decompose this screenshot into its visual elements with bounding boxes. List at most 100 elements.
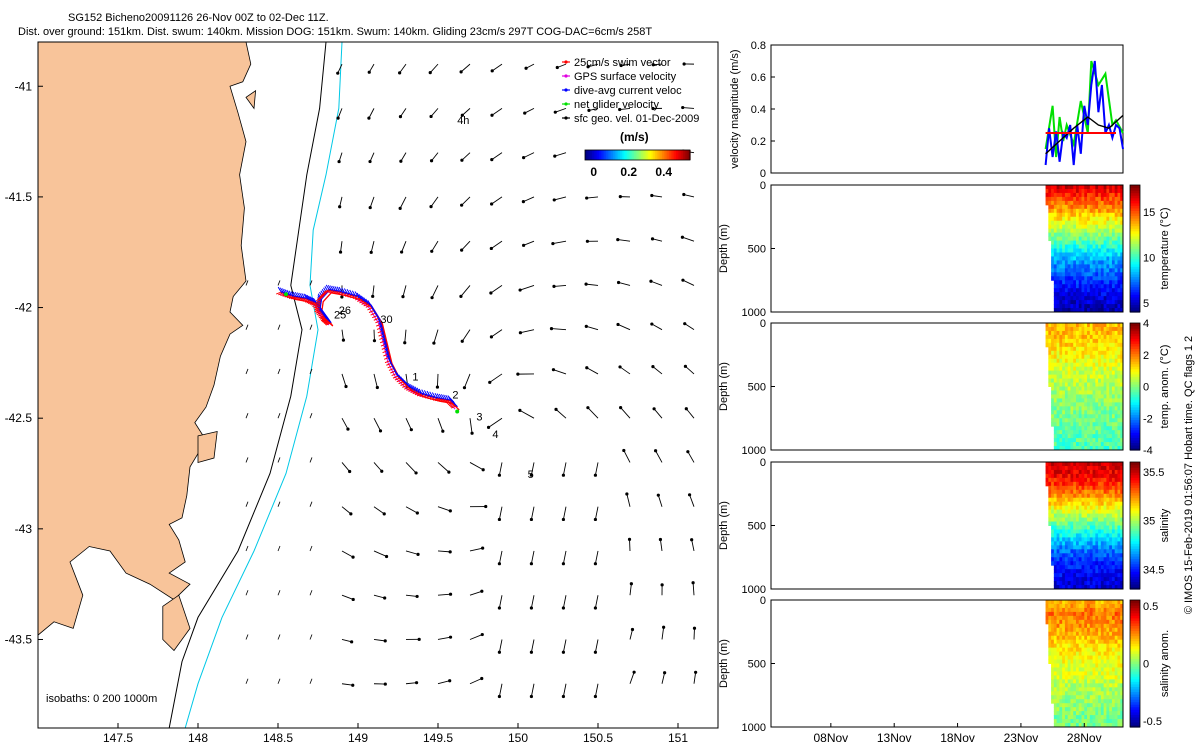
geo-arrow-head bbox=[460, 203, 464, 207]
colorbar-cell bbox=[585, 150, 588, 160]
salinity-cell bbox=[1075, 517, 1080, 523]
salinity-cell bbox=[1075, 553, 1080, 558]
temperature-cell bbox=[1103, 185, 1107, 190]
salinity-cell bbox=[1106, 481, 1110, 487]
temperature-cell bbox=[1089, 220, 1094, 226]
geo-arrow bbox=[555, 107, 567, 113]
geo-arrow bbox=[341, 373, 347, 387]
salinity-cell bbox=[1109, 462, 1113, 467]
sal_anom-cell bbox=[1056, 659, 1060, 664]
geo-arrow bbox=[405, 462, 417, 474]
sal_anom-cell bbox=[1117, 655, 1121, 661]
temperature-cell bbox=[1089, 284, 1094, 289]
salinity-colorbar-tick: 35.5 bbox=[1143, 467, 1164, 479]
colorbar-cell bbox=[1130, 276, 1140, 280]
colorbar-cell bbox=[1130, 528, 1140, 532]
sal_anom-cell bbox=[1098, 683, 1102, 688]
salinity-cell bbox=[1092, 469, 1096, 475]
temp_anom-cell bbox=[1106, 362, 1110, 368]
temp_anom-cell bbox=[1062, 326, 1066, 332]
geo-arrow bbox=[652, 366, 663, 375]
temp_anom-cell bbox=[1111, 410, 1116, 415]
salinity-cell bbox=[1109, 465, 1113, 471]
salinity-cell bbox=[1056, 505, 1060, 511]
salinity-cell bbox=[1081, 525, 1085, 530]
temperature-cell bbox=[1081, 232, 1085, 238]
sal_anom-cell bbox=[1078, 639, 1083, 645]
sal_anom-cell bbox=[1056, 691, 1060, 696]
temp_anom-cell bbox=[1070, 390, 1074, 395]
geo-arrow-head bbox=[337, 159, 341, 164]
dac-vector bbox=[292, 291, 297, 298]
salinity-cell bbox=[1070, 485, 1074, 491]
temperature-cell bbox=[1098, 244, 1102, 249]
salinity-cell bbox=[1114, 513, 1118, 519]
sal_anom-cell bbox=[1070, 643, 1074, 649]
colorbar-cell bbox=[667, 150, 670, 160]
geo-arrow-head bbox=[460, 248, 464, 252]
salinity-cell bbox=[1048, 489, 1052, 495]
temperature-cell bbox=[1109, 284, 1113, 289]
colorbar-cell bbox=[1130, 548, 1140, 552]
salinity-cell bbox=[1092, 553, 1096, 558]
sal_anom-cell bbox=[1089, 711, 1094, 716]
temperature-cell bbox=[1106, 264, 1110, 269]
sal_anom-cell bbox=[1084, 695, 1088, 700]
salinity-cell bbox=[1048, 462, 1052, 467]
temp_anom-cell bbox=[1092, 338, 1096, 344]
salinity-cell bbox=[1064, 477, 1069, 483]
salinity-cell bbox=[1100, 501, 1105, 507]
temperature-cell bbox=[1089, 212, 1094, 218]
temp_anom-cell bbox=[1106, 442, 1110, 447]
temperature-cell bbox=[1106, 208, 1110, 214]
temp_anom-cell bbox=[1089, 346, 1094, 352]
temp_anom-cell bbox=[1084, 382, 1088, 387]
salinity-cell bbox=[1100, 553, 1105, 558]
temperature-cell bbox=[1059, 228, 1063, 234]
sal_anom-cell bbox=[1117, 619, 1121, 625]
temp_anom-cell bbox=[1062, 386, 1066, 391]
temperature-cell bbox=[1117, 264, 1121, 269]
temp_anom-cell bbox=[1114, 370, 1118, 376]
temp_anom-cell bbox=[1075, 430, 1080, 435]
sal_anom-cell bbox=[1109, 667, 1113, 672]
sal_anom-cell bbox=[1073, 691, 1077, 696]
salinity-cell bbox=[1087, 473, 1091, 479]
colorbar-cell bbox=[1130, 220, 1140, 224]
temperature-cell bbox=[1114, 280, 1118, 285]
temp_anom-cell bbox=[1067, 323, 1071, 328]
sal_anom-cell bbox=[1111, 663, 1116, 668]
sal_anom-cell bbox=[1106, 615, 1110, 621]
dac-vector bbox=[405, 381, 410, 388]
temperature-cell bbox=[1084, 248, 1088, 253]
salinity-cell bbox=[1059, 473, 1063, 479]
geo-arrow bbox=[685, 365, 695, 375]
swim-vector bbox=[319, 316, 326, 320]
sal_anom-cell bbox=[1092, 611, 1096, 617]
colorbar-cell bbox=[1130, 668, 1140, 672]
geo-arrow-head bbox=[348, 469, 352, 474]
temperature-cell bbox=[1098, 300, 1102, 305]
sal_anom-cell bbox=[1073, 707, 1077, 712]
temperature-cell bbox=[1056, 216, 1060, 222]
temperature-cell bbox=[1098, 248, 1102, 253]
colorbar-cell bbox=[663, 150, 667, 160]
temperature-cell bbox=[1053, 288, 1058, 293]
sal_anom-cell bbox=[1064, 695, 1069, 700]
sal_anom-cell bbox=[1095, 723, 1099, 728]
salinity-cell bbox=[1075, 485, 1080, 491]
salinity-cell bbox=[1095, 585, 1099, 590]
sal_anom-cell bbox=[1073, 603, 1077, 609]
temperature-cell bbox=[1053, 240, 1058, 246]
temperature-cell bbox=[1048, 208, 1052, 214]
salinity-cell bbox=[1081, 529, 1085, 534]
sal_anom-cell bbox=[1109, 607, 1113, 613]
sal_anom-cell bbox=[1070, 691, 1074, 696]
sal_anom-cell bbox=[1109, 663, 1113, 668]
salinity-cell bbox=[1084, 561, 1088, 566]
dac-vector bbox=[311, 297, 316, 303]
sal_anom-cell bbox=[1078, 607, 1083, 613]
temperature-cell bbox=[1073, 212, 1077, 218]
salinity-cell bbox=[1117, 505, 1121, 511]
salinity-cell bbox=[1053, 541, 1058, 546]
